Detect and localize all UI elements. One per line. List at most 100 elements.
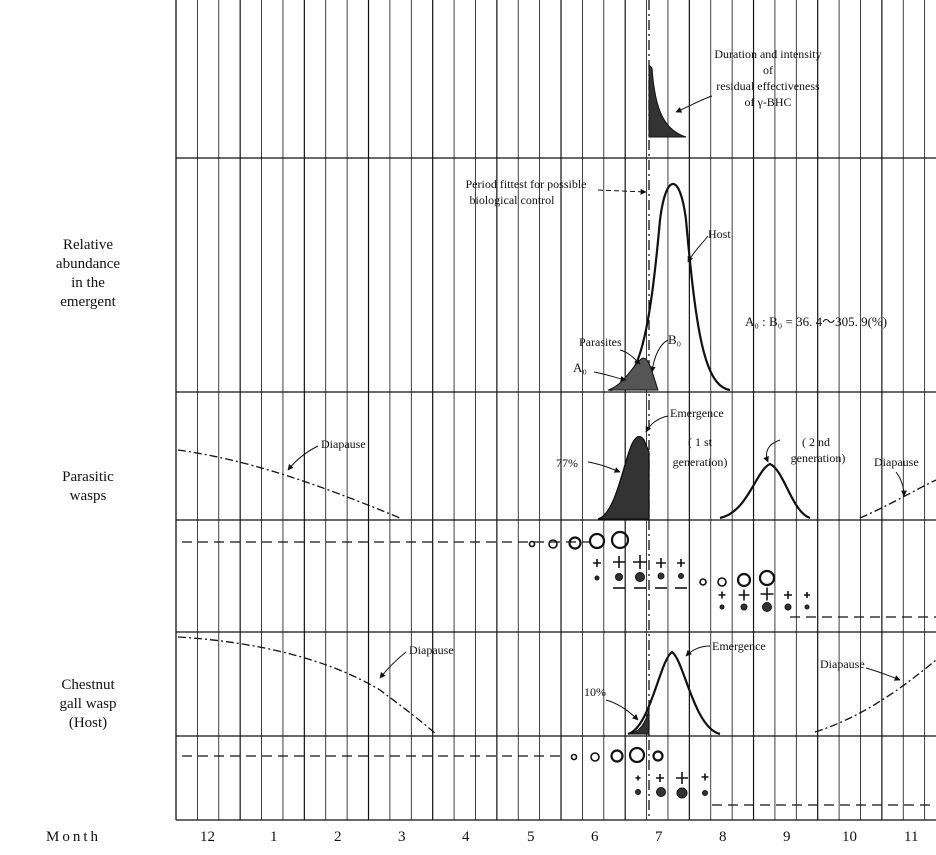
adult-symbol <box>548 539 558 549</box>
second-gen-arrow <box>763 439 781 463</box>
svg-text:Duration and intensity: Duration and intensity <box>714 47 821 61</box>
adult-symbol <box>528 540 536 548</box>
pupa-symbol <box>676 772 688 784</box>
b0-arrow <box>649 339 669 373</box>
host-emergence-fill <box>629 709 650 735</box>
host-pct-arrow <box>605 699 639 721</box>
row-label-line: gall wasp <box>59 696 117 712</box>
svg-text:residual effectiveness: residual effectiveness <box>716 79 820 93</box>
adult-symbol <box>652 750 664 762</box>
period-label: Period fittest for possible biological c… <box>466 177 587 207</box>
row-label-line: (Host) <box>68 715 108 731</box>
ratio-label: A₀ : B₀ = 36. 4～305. 9(%) <box>745 314 887 329</box>
parasite-diapause-right-label: Diapause <box>874 455 919 469</box>
a0-arrow <box>593 371 627 382</box>
pupa-symbol <box>760 587 774 601</box>
b0-label: B₀ <box>668 332 681 347</box>
pupa-symbol <box>633 555 647 569</box>
pupa-symbol <box>804 592 810 598</box>
adult-symbol <box>590 752 600 762</box>
host-diapause-left <box>177 636 437 735</box>
adult-symbol <box>758 569 776 587</box>
larva-symbol <box>804 604 810 610</box>
month-tick-label: 9 <box>783 829 791 845</box>
host-stage-symbols <box>570 746 709 799</box>
svg-text:( 1 st: ( 1 st <box>688 435 713 449</box>
larva-symbol <box>657 572 665 580</box>
bhc-residual-shape <box>648 63 687 138</box>
larva-symbol <box>740 603 748 611</box>
larva-symbol <box>635 789 641 795</box>
parasites-arrow <box>619 349 641 365</box>
a0-label: A₀ <box>573 360 587 375</box>
month-tick-label: 1 <box>270 829 278 845</box>
larva-symbol <box>656 787 666 797</box>
parasite-2nd-gen-curve <box>719 462 811 520</box>
parasite-abundance-curve <box>607 357 659 391</box>
month-axis-label: Month <box>46 829 102 845</box>
larva-symbol <box>594 575 600 581</box>
parasite-diapause-left-arrow <box>287 445 319 471</box>
parasite-stage-symbols <box>528 530 810 612</box>
adult-symbol <box>610 530 630 550</box>
larva-symbol <box>702 790 708 796</box>
parasite-diapause-right-arrow <box>895 471 907 497</box>
first-gen-label: ( 1 st generation) <box>673 435 728 469</box>
month-tick-label: 11 <box>904 829 919 845</box>
adult-symbol <box>588 532 606 550</box>
parasite-diapause-left-label: Diapause <box>321 437 366 451</box>
pupa-symbol <box>701 773 709 781</box>
row-label-parasitic-wasps: Parasitic wasps <box>0 468 176 506</box>
row-label-line: emergent <box>60 294 116 310</box>
svg-text:( 2 nd: ( 2 nd <box>802 435 830 449</box>
host-diapause-left-label: Diapause <box>409 643 454 657</box>
pupa-symbol <box>635 775 641 781</box>
row-label-line: Parasitic <box>62 469 114 485</box>
adult-symbol <box>610 749 624 763</box>
row-label-line: in the <box>71 275 105 291</box>
larva-symbol <box>676 787 688 799</box>
host-diapause-right-label: Diapause <box>820 657 865 671</box>
larva-symbol <box>762 602 772 612</box>
host-emergence-label: Emergence <box>712 639 766 653</box>
pupa-symbol <box>738 589 750 601</box>
adult-symbol <box>628 746 646 764</box>
adult-symbol <box>570 753 578 761</box>
row-label-chestnut-gall-wasp: Chestnut gall wasp (Host) <box>0 676 176 733</box>
svg-text:generation): generation) <box>673 455 728 469</box>
host-abundance-curve <box>609 183 731 392</box>
host-emergence-curve <box>627 650 721 736</box>
host-diapause-left-arrow <box>379 651 407 679</box>
pupa-symbol <box>656 558 666 568</box>
host-emergence-arrow <box>685 645 711 657</box>
adult-symbol <box>717 577 727 587</box>
parasites-label: Parasites <box>579 335 622 349</box>
pupa-symbol <box>593 559 601 567</box>
bhc-label: Duration and intensity of residual effec… <box>714 47 821 109</box>
host-diapause-right-arrow <box>865 667 901 681</box>
row-label-relative-abundance: Relative abundance in the emergent <box>0 236 176 312</box>
host-curve-arrow <box>687 235 709 263</box>
row-label-line: Chestnut <box>61 677 115 693</box>
pupa-symbol <box>718 591 726 599</box>
month-tick-label: 2 <box>334 829 342 845</box>
larva-symbol <box>784 603 792 611</box>
parasite-emergence-shape <box>597 435 650 520</box>
larva-symbol <box>678 573 684 579</box>
svg-text:biological control: biological control <box>470 193 556 207</box>
parasite-emergence-label: Emergence <box>670 406 724 420</box>
period-arrow <box>597 188 647 195</box>
month-tick-label: 6 <box>591 829 599 845</box>
month-tick-label: 12 <box>200 829 215 845</box>
bhc-arrow <box>675 95 713 113</box>
month-tick-label: 5 <box>527 829 535 845</box>
month-tick-label: 10 <box>842 829 857 845</box>
pupa-symbol <box>613 556 625 568</box>
pupa-symbol <box>677 559 685 567</box>
svg-text:of: of <box>763 63 773 77</box>
svg-text:generation): generation) <box>791 451 846 465</box>
adult-symbol <box>568 536 582 550</box>
row-label-line: abundance <box>55 256 121 272</box>
month-tick-label: 7 <box>655 829 663 845</box>
